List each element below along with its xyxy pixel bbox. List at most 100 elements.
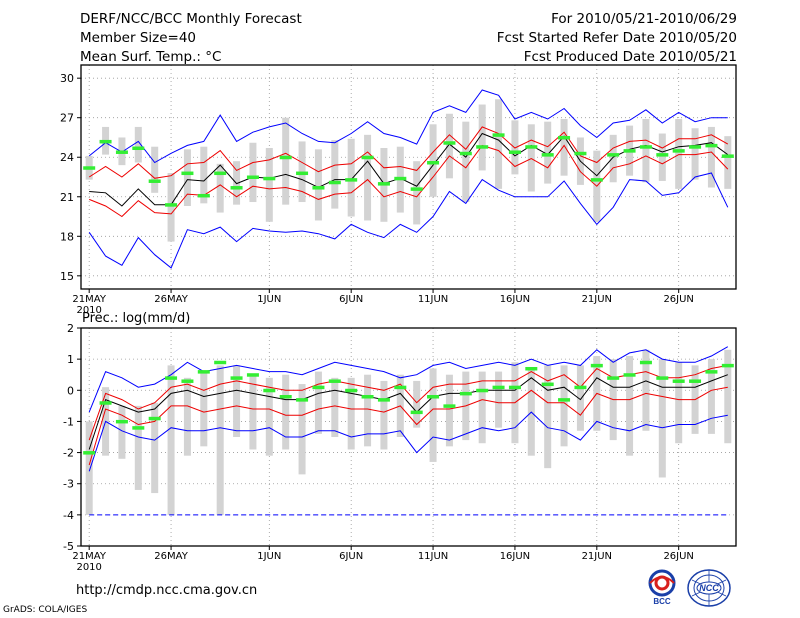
prec-obs-marker xyxy=(165,376,178,380)
prec-box xyxy=(118,405,126,459)
prec-box xyxy=(642,349,650,431)
temp-obs-marker xyxy=(541,153,554,157)
temp-obs-marker xyxy=(214,171,227,176)
prec-box xyxy=(233,365,241,437)
temp-xtick-label: 21MAY xyxy=(72,294,106,305)
prec-box xyxy=(151,402,159,494)
prec-box xyxy=(298,384,306,475)
prec-obs-marker xyxy=(263,388,276,393)
temp-obs-marker xyxy=(508,150,521,154)
temp-box xyxy=(183,149,191,206)
temp-obs-marker xyxy=(459,151,472,156)
temp-xtick-label: 1JUN xyxy=(257,294,281,305)
fcst-started-date: Fcst Started Refer Date 2010/05/20 xyxy=(496,30,737,46)
prec-box xyxy=(495,371,503,428)
prec-box xyxy=(576,365,584,431)
prec-line-min xyxy=(88,411,728,472)
prec-box xyxy=(167,365,175,515)
temp-obs-marker xyxy=(476,145,489,149)
prec-obs-marker xyxy=(574,385,587,390)
temp-obs-marker xyxy=(246,175,259,179)
source-url[interactable]: http://cmdp.ncc.cma.gov.cn xyxy=(76,583,258,598)
temp-box xyxy=(429,124,437,197)
temp-ytick-label: 15 xyxy=(60,270,74,283)
temp-box xyxy=(282,117,290,205)
temp-frame xyxy=(80,64,737,290)
prec-obs-marker xyxy=(705,370,718,374)
prec-xtick-label: 26MAY xyxy=(154,551,188,562)
prec-obs-marker xyxy=(394,385,407,390)
temp-ytick-label: 18 xyxy=(60,230,74,243)
prec-obs-marker xyxy=(214,360,227,365)
temp-box xyxy=(200,146,208,204)
temp-obs-marker xyxy=(99,139,112,144)
prec-obs-marker xyxy=(181,379,194,383)
prec-obs-marker xyxy=(459,391,472,396)
grads-credit: GrADS: COLA/IGES xyxy=(3,605,88,615)
prec-obs-marker xyxy=(410,410,423,415)
prec-line-mean xyxy=(88,374,728,450)
temp-box xyxy=(151,146,159,193)
prec-xtick-year: 2010 xyxy=(76,562,101,573)
temp-obs-marker xyxy=(312,186,325,190)
prec-xtick-label: 1JUN xyxy=(257,551,281,562)
temp-box xyxy=(413,161,421,225)
prec-box xyxy=(445,374,453,447)
temp-box xyxy=(249,142,257,203)
prec-obs-marker xyxy=(230,376,243,380)
prec-obs-marker xyxy=(541,382,554,387)
temp-box xyxy=(364,134,372,221)
temp-obs-marker xyxy=(361,155,374,160)
temp-obs-marker xyxy=(279,155,292,160)
prec-box xyxy=(658,359,666,478)
temp-ytick-label: 27 xyxy=(60,112,74,125)
prec-box xyxy=(134,405,142,490)
prec-box xyxy=(85,421,93,515)
temp-box xyxy=(265,148,273,222)
temp-box xyxy=(314,149,322,221)
prec-obs-marker xyxy=(345,388,358,393)
temp-line-p10 xyxy=(89,144,729,218)
prec-box xyxy=(626,356,634,456)
ncc-logo-text: NCC xyxy=(699,583,719,593)
prec-obs-marker xyxy=(361,395,374,399)
prec-obs-marker xyxy=(279,395,292,399)
prec-obs-marker xyxy=(492,385,505,390)
prec-box xyxy=(216,365,224,515)
prec-ytick-label: -3 xyxy=(63,478,74,491)
prec-obs-marker xyxy=(607,376,620,380)
prec-box xyxy=(331,377,339,437)
temp-ytick-label: 21 xyxy=(60,191,74,204)
forecast-period: For 2010/05/21-2010/06/29 xyxy=(551,11,737,27)
temp-obs-marker xyxy=(558,135,571,140)
temp-box xyxy=(724,136,732,189)
member-size: Member Size=40 xyxy=(80,30,197,46)
temp-box xyxy=(511,120,519,175)
temp-xtick-year: 2010 xyxy=(76,305,101,316)
temp-obs-marker xyxy=(377,182,390,186)
temp-box xyxy=(445,113,453,179)
temp-box xyxy=(691,128,699,180)
temp-xtick-label: 21JUN xyxy=(582,294,612,305)
prec-xtick-label: 16JUN xyxy=(500,551,530,562)
prec-xtick-label: 26JUN xyxy=(663,551,693,562)
temp-obs-marker xyxy=(623,149,636,153)
prec-frame xyxy=(80,327,737,547)
temp-box xyxy=(675,119,683,189)
temp-box xyxy=(527,124,535,192)
temp-ytick-label: 30 xyxy=(60,72,74,85)
temp-obs-marker xyxy=(197,193,210,198)
prec-ytick-label: 0 xyxy=(67,384,74,397)
temp-obs-marker xyxy=(345,178,358,182)
prec-obs-marker xyxy=(476,388,489,393)
temp-xtick-label: 11JUN xyxy=(418,294,448,305)
prec-xtick-label: 11JUN xyxy=(418,551,448,562)
temp-box xyxy=(642,119,650,183)
prec-obs-marker xyxy=(558,398,571,402)
temp-box xyxy=(658,133,666,181)
temp-xtick-label: 26JUN xyxy=(663,294,693,305)
temp-box xyxy=(560,119,568,176)
